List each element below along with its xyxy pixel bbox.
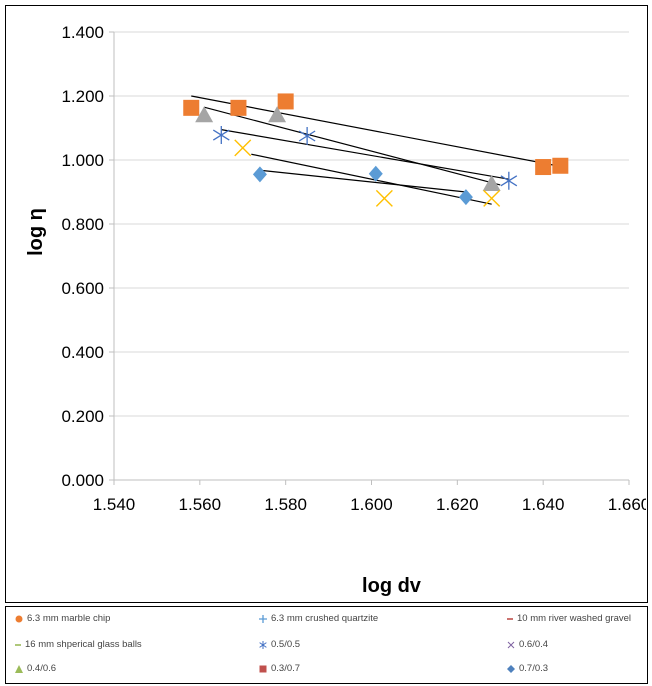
trendline — [221, 129, 509, 180]
chart-frame: 1.540 1.560 1.580 1.600 1.620 1.640 1.660 0.000… — [5, 5, 650, 603]
legend-asterisk-icon — [259, 640, 267, 649]
legend-item-crushed-quartzite: 6.3 mm crushed quartzite — [258, 613, 378, 624]
legend-dash-icon — [507, 617, 513, 620]
legend-label: 0.7/0.3 — [519, 663, 549, 674]
point-asterisk — [298, 127, 316, 145]
legend-plus-icon — [259, 614, 267, 623]
legend-x-icon — [507, 641, 515, 648]
x-tick-label: 1.560 — [179, 495, 222, 514]
point-asterisk — [500, 171, 518, 190]
trendline — [251, 153, 492, 205]
point-square — [230, 99, 247, 116]
point-x — [234, 139, 252, 157]
point-x — [483, 189, 501, 207]
trendline — [203, 106, 501, 186]
legend-triangle-icon — [15, 664, 23, 673]
point-x — [375, 189, 393, 207]
point-diamond — [252, 166, 267, 183]
trendline — [259, 169, 466, 193]
legend-item-glass-balls: 16 mm shperical glass balls — [14, 639, 142, 650]
point-diamond — [368, 165, 383, 182]
x-axis-label: log dv — [362, 575, 422, 597]
point-square — [535, 159, 552, 176]
legend-item-0.3-0.7: 0.3/0.7 — [258, 663, 300, 674]
point-triangle — [268, 106, 287, 123]
legend-item-river-gravel: 10 mm river washed gravel — [506, 613, 631, 624]
legend: 6.3 mm marble chip 6.3 mm crushed quartz… — [5, 606, 648, 684]
point-triangle — [195, 106, 214, 123]
legend-label: 10 mm river washed gravel — [517, 613, 632, 624]
legend-label: 6.3 mm crushed quartzite — [271, 613, 379, 624]
point-asterisk — [212, 126, 230, 145]
legend-square-icon — [259, 665, 267, 672]
y-tick-label: 0.200 — [61, 407, 104, 426]
legend-label: 0.5/0.5 — [271, 639, 301, 650]
point-triangle — [482, 175, 501, 191]
legend-label: 0.4/0.6 — [27, 663, 57, 674]
x-tick-label: 1.580 — [264, 495, 307, 514]
legend-item-0.6-0.4: 0.6/0.4 — [506, 639, 548, 650]
legend-item-marble-chip: 6.3 mm marble chip — [14, 613, 110, 624]
y-tick-label: 1.000 — [61, 151, 104, 170]
legend-label: 6.3 mm marble chip — [27, 613, 111, 624]
y-tick-label: 1.200 — [61, 87, 104, 106]
point-square — [183, 99, 200, 116]
y-tick-label: 0.600 — [61, 279, 104, 298]
legend-diamond-icon — [507, 664, 515, 673]
x-tick-label: 1.660 — [608, 495, 646, 514]
y-tick-label: 0.400 — [61, 343, 104, 362]
point-diamond — [458, 189, 473, 206]
x-tick-label: 1.600 — [350, 495, 393, 514]
legend-dash-icon — [15, 643, 21, 646]
scatter-chart: 1.540 1.560 1.580 1.600 1.620 1.640 1.660 0.000… — [25, 23, 650, 597]
legend-item-0.5-0.5: 0.5/0.5 — [258, 639, 300, 650]
legend-label: 16 mm shperical glass balls — [25, 639, 142, 650]
x-tick-label: 1.640 — [522, 495, 565, 514]
legend-circle-icon — [15, 615, 23, 622]
trendline — [191, 95, 561, 167]
legend-label: 0.6/0.4 — [519, 639, 549, 650]
legend-label: 0.3/0.7 — [271, 663, 301, 674]
y-tick-label: 1.400 — [61, 23, 104, 42]
legend-item-0.7-0.3: 0.7/0.3 — [506, 663, 548, 674]
legend-item-0.4-0.6: 0.4/0.6 — [14, 663, 56, 674]
point-square — [277, 93, 294, 110]
y-tick-label: 0.000 — [61, 471, 104, 490]
point-square — [552, 157, 569, 174]
y-axis-label: log η — [25, 208, 47, 256]
y-tick-label: 0.800 — [61, 215, 104, 234]
x-tick-label: 1.540 — [93, 495, 136, 514]
x-tick-label: 1.620 — [436, 495, 479, 514]
